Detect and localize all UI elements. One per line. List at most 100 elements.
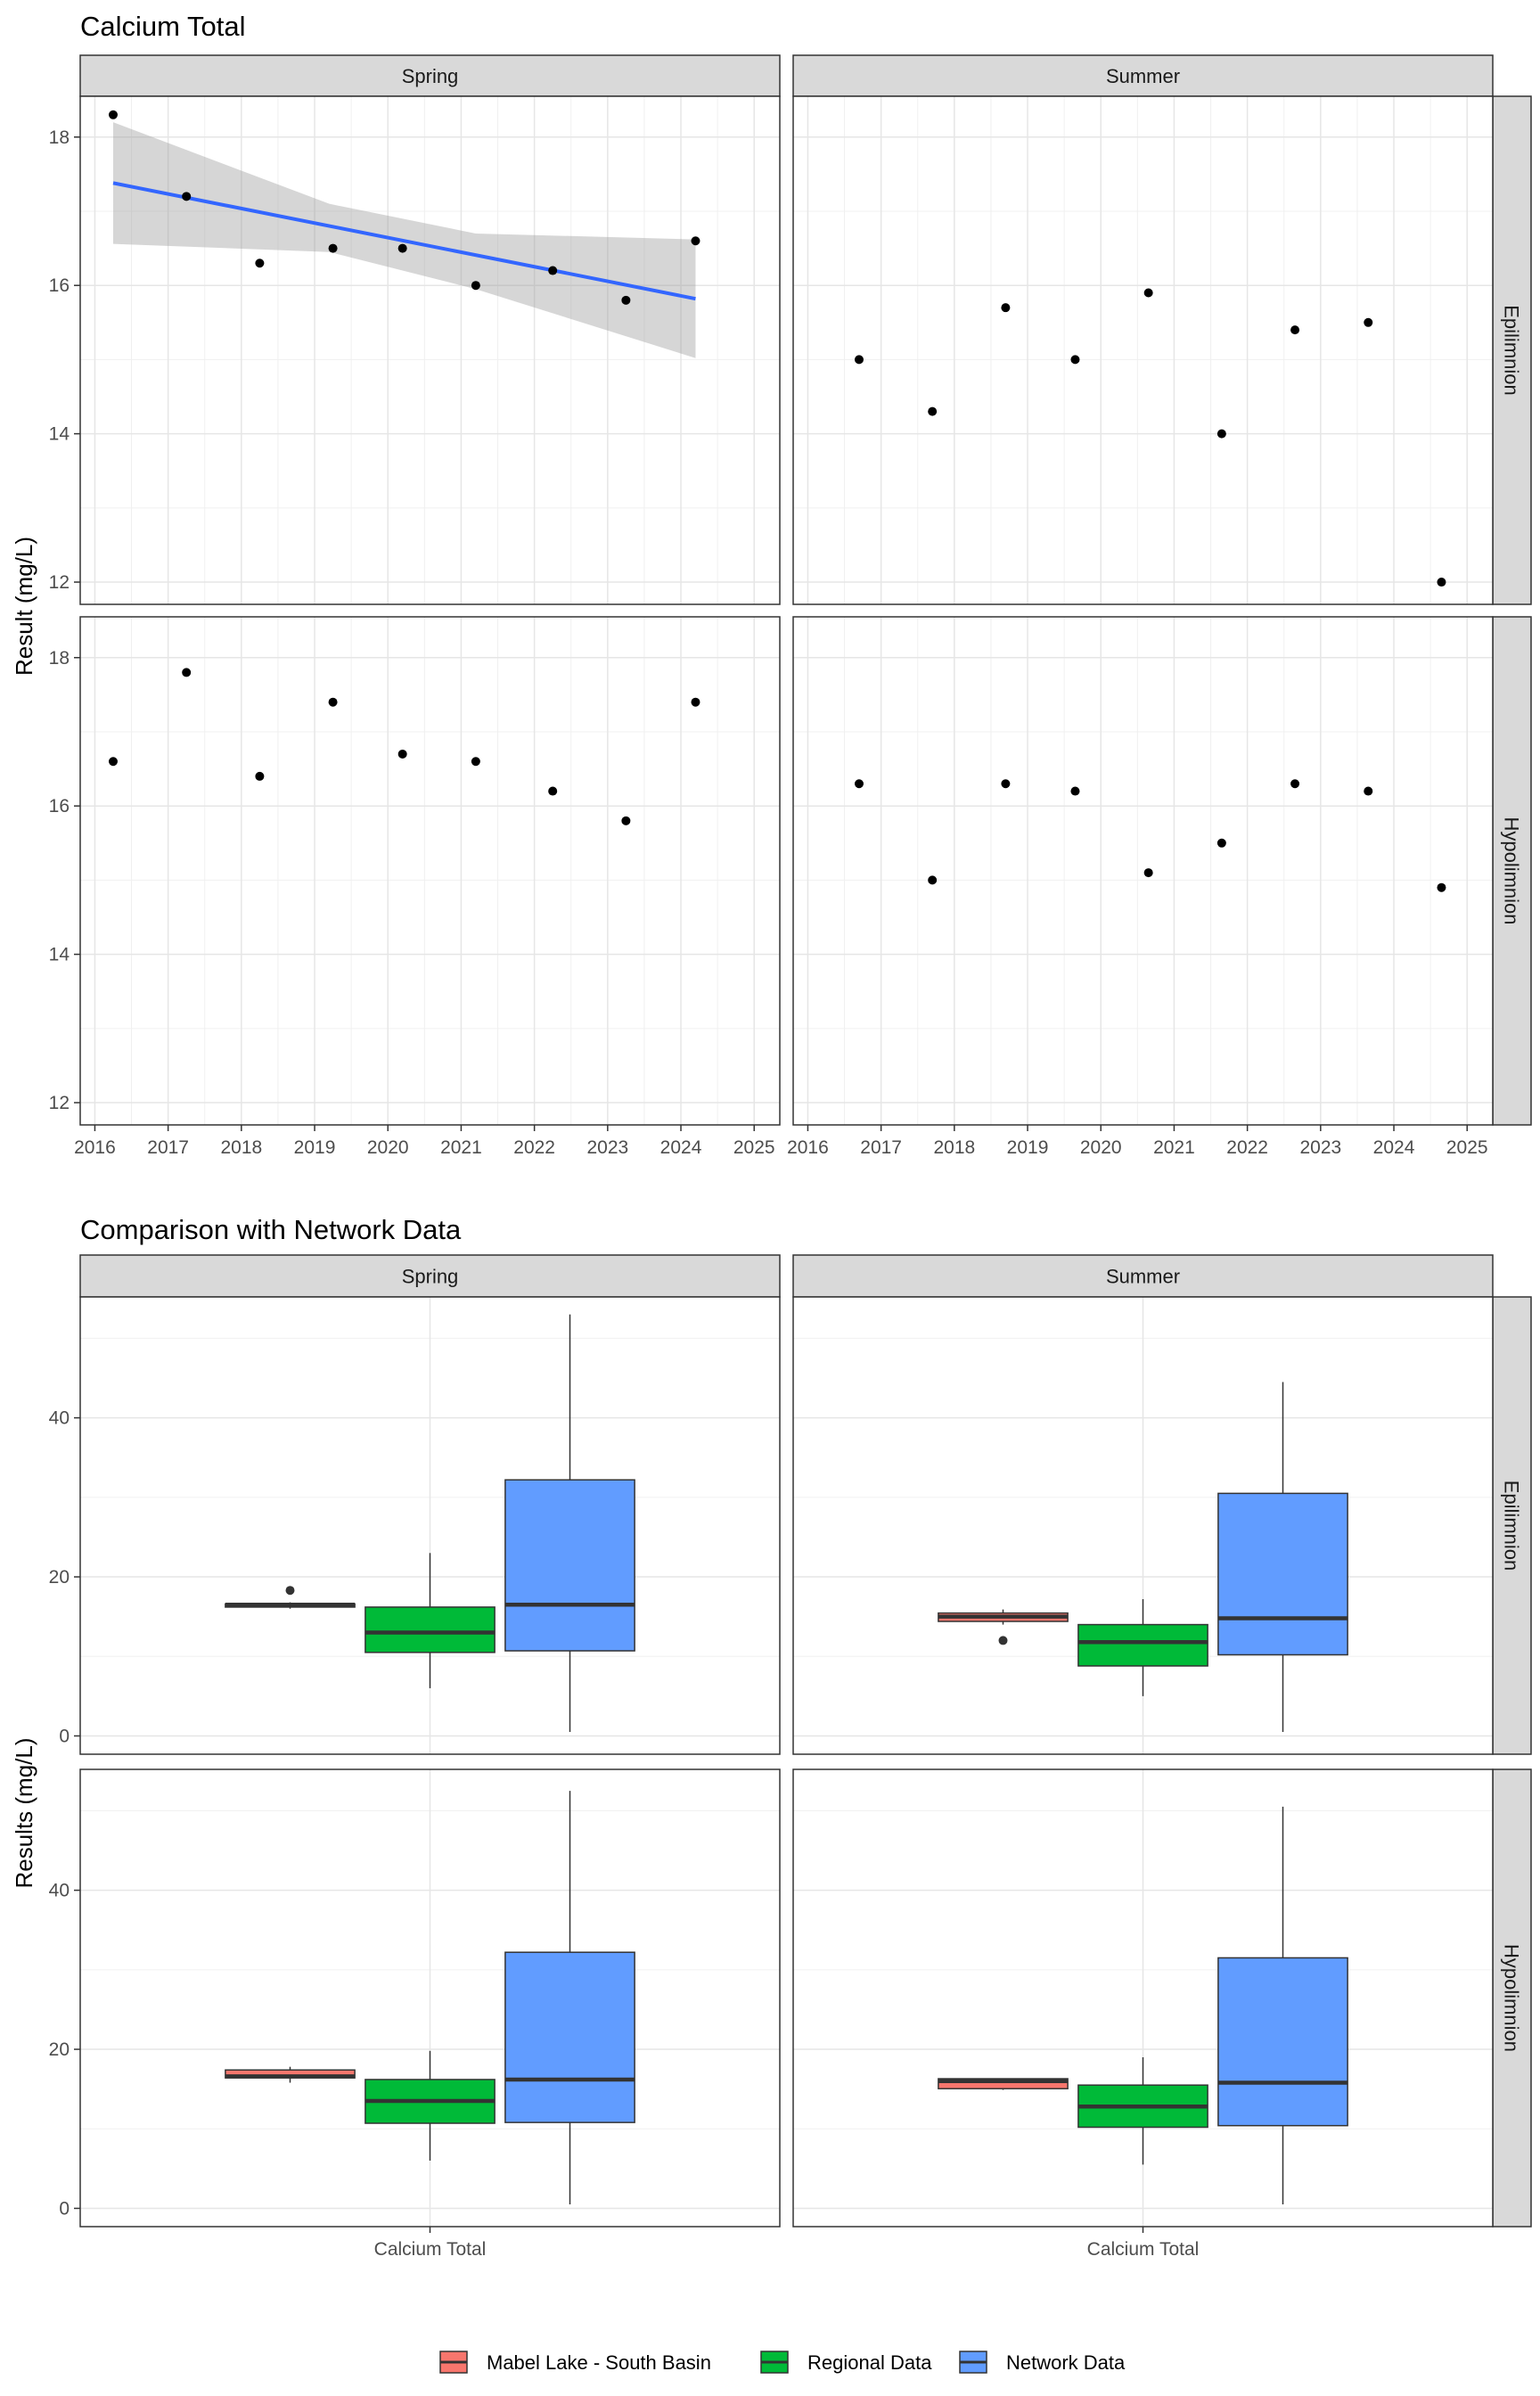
data-point (1216, 838, 1226, 848)
x-tick-label: 2023 (1299, 1137, 1341, 1158)
facet-strip-summer (792, 54, 1494, 97)
box-iqr (504, 1479, 635, 1652)
box-mabel-lake-south-basin (225, 1586, 356, 1609)
data-point (182, 668, 192, 677)
data-point (397, 243, 407, 253)
data-point (854, 779, 864, 789)
y-tick-label: 14 (49, 424, 70, 445)
y-tick-label: 40 (49, 1881, 70, 1901)
panel-summer-epilimnion (792, 95, 1494, 605)
panel-background (80, 617, 780, 1125)
box-network-data (504, 1791, 635, 2205)
panel-spring-hypolimnion (79, 616, 781, 1126)
x-tick-label: 2022 (513, 1137, 555, 1158)
y-tick-label: 18 (49, 648, 70, 669)
data-point (1001, 779, 1011, 789)
facet-strip-spring (79, 54, 781, 97)
box-network-data (1217, 1382, 1348, 1733)
box-regional-data (365, 2050, 496, 2161)
x-tick-label: 2022 (1226, 1137, 1268, 1158)
data-point (397, 749, 407, 759)
panel-spring-hypolimnion (79, 1768, 781, 2228)
data-point (471, 281, 480, 291)
panel-background (80, 96, 780, 604)
legend-entry-mabel-lake-south-basin: Mabel Lake - South Basin (438, 2350, 711, 2375)
box-mabel-lake-south-basin (225, 2066, 356, 2083)
x-tick-label: 2018 (933, 1137, 975, 1158)
facet-strip-hypolimnion (1492, 616, 1532, 1126)
data-point (928, 875, 938, 885)
x-tick-label: Calcium Total (374, 2239, 487, 2260)
box-regional-data (1077, 2056, 1208, 2165)
chart-title: Comparison with Network Data (80, 1214, 462, 1245)
x-tick-label: 2017 (860, 1137, 902, 1158)
data-point (1001, 303, 1011, 313)
box-iqr (1217, 1492, 1348, 1656)
y-tick-label: 0 (59, 2198, 70, 2219)
panel-border (79, 1296, 781, 1755)
data-point (1437, 882, 1446, 892)
data-point (108, 757, 118, 767)
legend-label: Network Data (1006, 2351, 1126, 2374)
x-tick-label: Calcium Total (1087, 2239, 1200, 2260)
data-point (1290, 779, 1300, 789)
data-point (1070, 355, 1080, 365)
panel-background (793, 617, 1493, 1125)
panel-background (793, 96, 1493, 604)
y-tick-label: 20 (49, 2039, 70, 2060)
data-point (1143, 288, 1153, 298)
box-regional-data (365, 1553, 496, 1688)
x-tick-label: 2025 (733, 1137, 775, 1158)
facet-strip-hypolimnion (1492, 1768, 1532, 2228)
data-point (691, 236, 700, 246)
facet-label-epilimnion: Epilimnion (1501, 1481, 1523, 1571)
data-point (255, 258, 265, 268)
data-point (255, 771, 265, 781)
x-tick-label: 2019 (294, 1137, 336, 1158)
data-point (1437, 578, 1446, 587)
data-point (328, 243, 338, 253)
x-tick-label: 2024 (660, 1137, 702, 1158)
facet-label-spring: Spring (402, 1266, 459, 1288)
facet-label-hypolimnion: Hypolimnion (1501, 816, 1523, 924)
y-tick-label: 40 (49, 1408, 70, 1429)
panel-border (792, 616, 1494, 1126)
data-point (854, 355, 864, 365)
box-network-data (504, 1314, 635, 1733)
x-tick-label: 2017 (147, 1137, 189, 1158)
data-point (182, 192, 192, 201)
x-tick-label: 2016 (787, 1137, 829, 1158)
facet-strip-epilimnion (1492, 95, 1532, 605)
box-mabel-lake-south-basin (938, 2078, 1069, 2090)
y-tick-label: 14 (49, 945, 70, 965)
box-iqr (1077, 1623, 1208, 1667)
legend-label: Mabel Lake - South Basin (487, 2351, 711, 2374)
box-regional-data (1077, 1599, 1208, 1696)
x-tick-label: 2023 (586, 1137, 628, 1158)
data-point (1364, 786, 1373, 796)
box-network-data (1217, 1806, 1348, 2205)
data-point (1070, 786, 1080, 796)
facet-strip-epilimnion (1492, 1296, 1532, 1755)
x-tick-label: 2020 (1080, 1137, 1122, 1158)
facet-strip-spring (79, 1254, 781, 1298)
box-iqr (1217, 1957, 1348, 2127)
x-tick-label: 2018 (220, 1137, 262, 1158)
y-tick-label: 16 (49, 796, 70, 816)
x-tick-label: 2025 (1446, 1137, 1488, 1158)
y-tick-label: 12 (49, 1093, 70, 1113)
panel-spring-epilimnion (79, 1296, 781, 1755)
data-point (1290, 325, 1300, 335)
panel-border (79, 616, 781, 1126)
x-tick-label: 2021 (1153, 1137, 1195, 1158)
data-point (691, 697, 700, 707)
data-point (328, 697, 338, 707)
y-tick-label: 12 (49, 572, 70, 593)
data-point (621, 816, 631, 825)
legend: Mabel Lake - South Basin Regional Data Net… (438, 2350, 1126, 2375)
x-tick-label: 2016 (74, 1137, 116, 1158)
x-tick-label: 2021 (440, 1137, 482, 1158)
facet-label-summer: Summer (1106, 1266, 1180, 1288)
chart-comparison-network: Comparison with Network Data Results (mg… (11, 1214, 1532, 2260)
data-point (1143, 868, 1153, 878)
